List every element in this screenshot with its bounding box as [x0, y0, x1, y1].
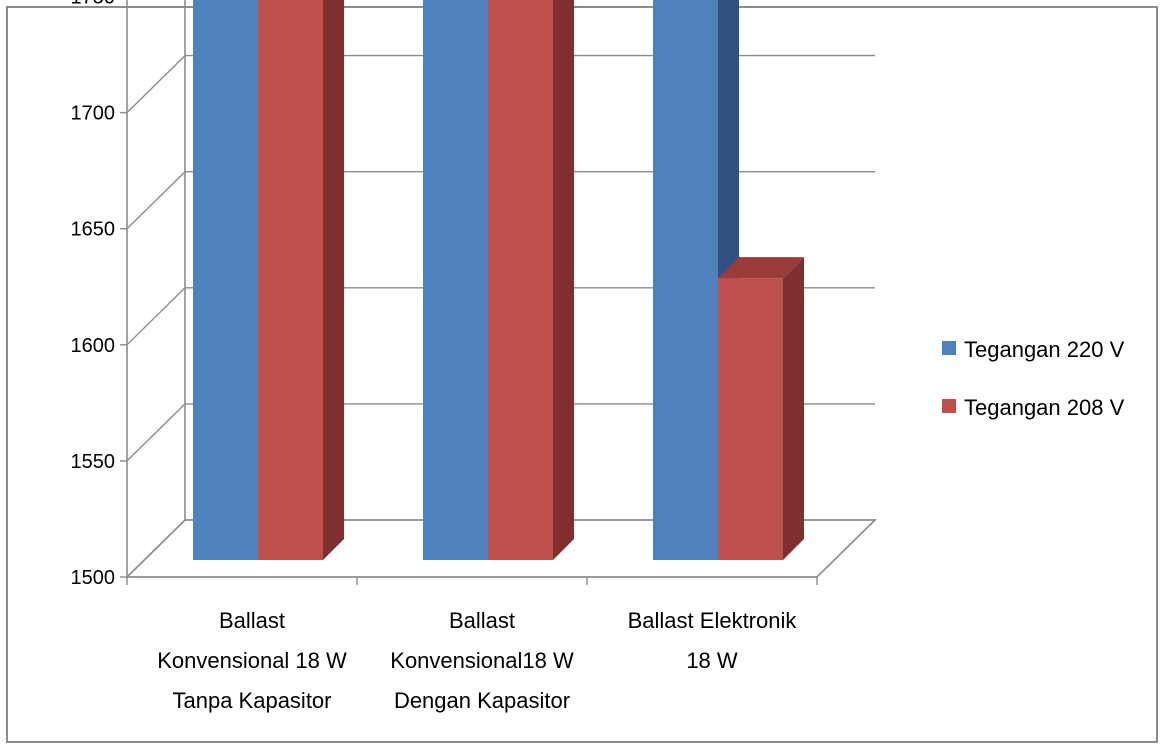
- y-tick-label: 1700: [71, 103, 116, 125]
- bar: [258, 0, 344, 561]
- bar-front: [653, 0, 718, 561]
- gridline-side: [126, 403, 186, 462]
- y-tick-label: 1650: [71, 219, 116, 241]
- category-label: Ballast: [219, 608, 285, 633]
- y-tick-label: 1600: [71, 335, 116, 357]
- bar-front: [423, 0, 488, 560]
- category-label: 18 W: [686, 648, 738, 673]
- legend-swatch: [942, 341, 956, 355]
- legend-swatch: [942, 399, 956, 413]
- gridline-side: [126, 287, 186, 346]
- bar-front: [488, 0, 553, 560]
- gridline-side: [126, 171, 186, 230]
- bar-front: [193, 0, 258, 560]
- y-tick-label: 1750: [71, 0, 116, 9]
- legend: Tegangan 220 V Tegangan 208 V: [942, 337, 1125, 420]
- y-tick-label: 1550: [71, 451, 116, 473]
- legend-label: Tegangan 208 V: [964, 395, 1125, 420]
- category-label: Ballast Elektronik: [628, 608, 798, 633]
- gridline-side: [126, 519, 186, 578]
- bar: [488, 0, 574, 560]
- bar-top: [718, 257, 804, 279]
- category-label: Tanpa Kapasitor: [173, 688, 332, 713]
- category-label: Konvensional 18 W: [157, 648, 347, 673]
- x-category-labels: Ballast Konvensional 18 W Tanpa Kapasitor B…: [157, 608, 797, 713]
- y-tick-labels: 150015501600165017001750180018501900: [71, 0, 116, 589]
- bar-side: [553, 0, 574, 560]
- category-label: Ballast: [449, 608, 515, 633]
- category-label: Dengan Kapasitor: [394, 688, 570, 713]
- y-tick-label: 1500: [71, 567, 116, 589]
- legend-label: Tegangan 220 V: [964, 337, 1125, 362]
- bar-front: [258, 0, 323, 561]
- bar-side: [323, 0, 344, 560]
- category-label: Konvensional18 W: [390, 648, 574, 673]
- bar: [718, 257, 804, 560]
- gridline-side: [126, 55, 186, 114]
- bars: [193, 0, 804, 561]
- axes: [120, 0, 818, 585]
- bar-front: [718, 278, 783, 560]
- bar-side: [783, 257, 804, 560]
